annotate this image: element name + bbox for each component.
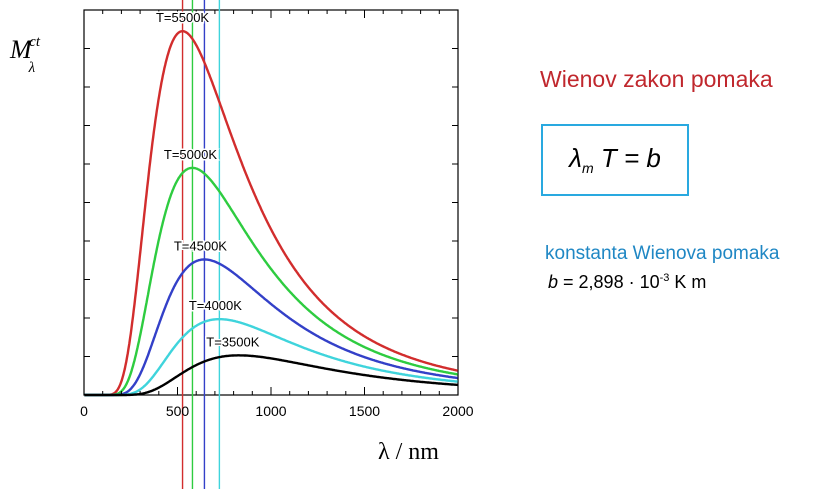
formula-box: λm T = b: [541, 124, 689, 196]
series-label-0: T=5500K: [156, 10, 209, 25]
series-line-2: [84, 258, 458, 397]
series-label-4: T=3500K: [206, 334, 259, 349]
constant-title: konstanta Wienova pomaka: [545, 243, 780, 264]
peak-lines: [181, 0, 221, 489]
x-tick-label: 0: [80, 403, 88, 419]
series-line-3: [84, 318, 458, 397]
ticks: 0 500 1000 1500 2000: [80, 10, 474, 419]
series-line-1: [84, 166, 458, 397]
slide-title: Wienov zakon pomaka: [540, 66, 773, 92]
constant-value: b = 2,898 · 10-3 K m: [548, 272, 707, 292]
x-tick-label: 500: [166, 403, 190, 419]
series-label-2: T=4500K: [174, 238, 227, 253]
series-label-3: T=4000K: [189, 298, 242, 313]
x-tick-label: 2000: [442, 403, 473, 419]
x-tick-label: 1500: [349, 403, 380, 419]
formula: λm T = b: [569, 143, 661, 177]
series-label-1: T=5000K: [164, 147, 217, 162]
curves: [84, 30, 458, 397]
chart: 0 500 1000 1500 2000 T=5500KT=5000KT=4500KT=…: [9, 0, 474, 489]
curve-labels: T=5500K T=5000K T=4500K T=4000K T=3500K: [154, 9, 261, 351]
series-line-4: [84, 354, 458, 397]
x-tick-label: 1000: [255, 403, 286, 419]
x-axis-label: λ / nm: [378, 439, 439, 465]
series-line-0: [84, 30, 458, 397]
